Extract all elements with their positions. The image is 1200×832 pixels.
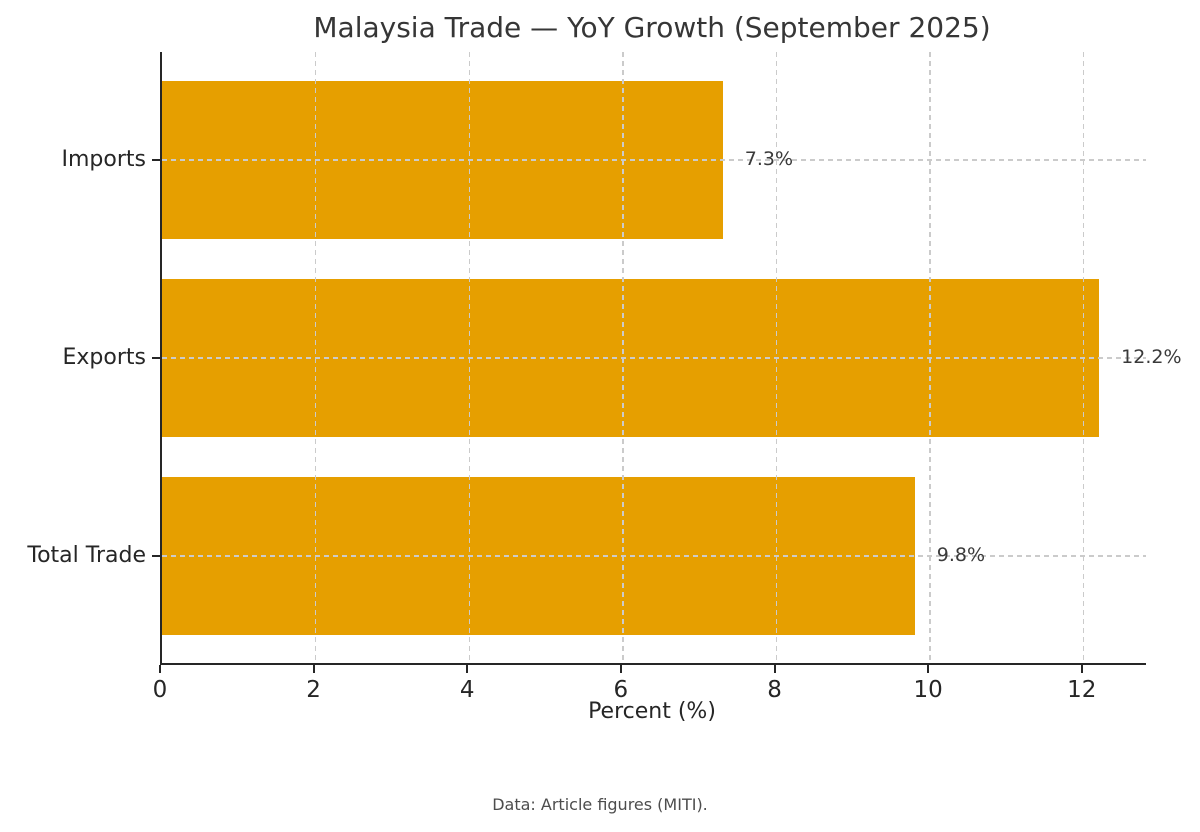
x-tick-label-0: 0: [152, 677, 168, 703]
gridline-y-0: [162, 159, 1146, 161]
x-tick: [619, 665, 622, 673]
x-tick-label-8: 8: [767, 677, 782, 703]
gridline-y-1: [162, 357, 1146, 359]
footer-note: Data: Article figures (MITI).: [492, 795, 708, 814]
y-tick: [152, 159, 160, 161]
chart-title: Malaysia Trade — YoY Growth (September 2…: [313, 11, 991, 44]
x-tick-label-2: 2: [306, 677, 321, 703]
gridline-y-2: [162, 555, 1146, 557]
y-tick-label-exports: Exports: [62, 345, 146, 370]
x-tick: [466, 665, 469, 673]
bar-value-label: 7.3%: [744, 148, 794, 170]
x-tick: [773, 665, 776, 673]
x-tick-label-12: 12: [1067, 677, 1097, 703]
x-tick: [1080, 665, 1083, 673]
x-tick-label-10: 10: [913, 677, 943, 703]
y-tick-label-imports: Imports: [61, 147, 146, 172]
x-tick: [159, 665, 161, 673]
x-tick: [927, 665, 930, 673]
x-axis-title: Percent (%): [588, 699, 716, 724]
y-tick: [152, 357, 160, 359]
plot-area: 7.3% 12.2% 9.8%: [160, 52, 1182, 665]
bar-value-label: 12.2%: [1121, 346, 1182, 368]
bar-value-label: 9.8%: [936, 544, 986, 566]
x-tick: [312, 665, 315, 673]
x-tick-label-6: 6: [613, 677, 629, 703]
y-tick: [152, 555, 160, 557]
y-tick-label-total-trade: Total Trade: [27, 543, 146, 568]
x-tick-label-4: 4: [459, 677, 475, 703]
